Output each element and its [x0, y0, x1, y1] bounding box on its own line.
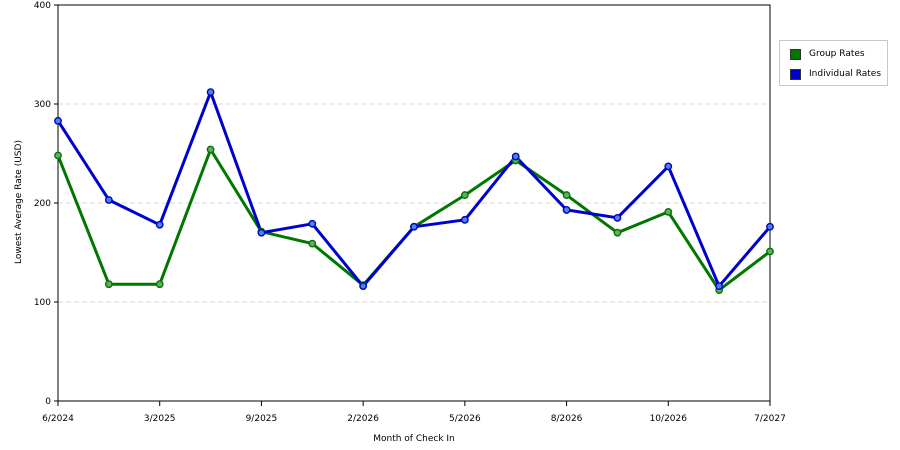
data-point-individual-rates — [104, 196, 113, 204]
data-point-individual-rates — [715, 282, 724, 291]
legend-swatch-group-rates — [790, 48, 801, 60]
data-point-group-rates — [54, 151, 62, 160]
data-point-group-rates — [155, 280, 164, 289]
y-axis-ticks: 0 100 200 300 400 — [34, 1, 58, 407]
data-point-individual-rates — [257, 228, 266, 237]
data-point-individual-rates — [410, 222, 418, 231]
x-tick-label: 7/2027 — [754, 414, 786, 424]
data-point-individual-rates — [54, 116, 62, 125]
series-layer — [54, 88, 774, 295]
data-point-group-rates — [766, 247, 774, 256]
chart-legend: Group Rates Individual Rates — [779, 40, 888, 86]
data-point-individual-rates — [206, 88, 215, 97]
legend-item-group-rates: Group Rates — [790, 48, 865, 60]
x-axis-ticks: 6/2024 3/2025 9/2025 2/2026 5/2026 8/2026 10/2… — [42, 401, 786, 424]
data-point-individual-rates — [613, 213, 622, 222]
y-tick-label: 100 — [34, 298, 51, 308]
x-tick-label: 10/2026 — [650, 414, 688, 424]
x-tick-label: 6/2024 — [42, 414, 74, 424]
grid-lines — [58, 103, 770, 303]
data-point-individual-rates — [155, 220, 164, 229]
data-point-group-rates — [460, 191, 469, 199]
data-point-individual-rates — [766, 222, 774, 231]
data-point-individual-rates — [460, 215, 469, 224]
data-point-group-rates — [664, 208, 673, 216]
data-point-individual-rates — [359, 282, 368, 291]
x-tick-label: 8/2026 — [551, 414, 583, 424]
data-point-group-rates — [562, 191, 571, 199]
x-tick-label: 5/2026 — [449, 414, 481, 424]
x-tick-label: 2/2026 — [347, 414, 379, 424]
y-tick-label: 300 — [34, 100, 51, 110]
legend-label-group-rates: Group Rates — [809, 49, 865, 59]
data-point-group-rates — [206, 145, 215, 154]
y-axis-title: Lowest Average Rate (USD) — [14, 140, 24, 264]
data-point-individual-rates — [562, 206, 571, 214]
data-point-group-rates — [613, 228, 622, 237]
legend-swatch-individual-rates — [790, 68, 801, 80]
y-tick-label: 200 — [34, 199, 51, 209]
series-line-individual-rates — [56, 90, 772, 288]
x-tick-label: 9/2025 — [246, 414, 278, 424]
legend-label-individual-rates: Individual Rates — [809, 69, 882, 79]
data-point-group-rates — [104, 280, 113, 289]
x-tick-label: 3/2025 — [144, 414, 176, 424]
data-point-individual-rates — [511, 152, 520, 161]
legend-item-individual-rates: Individual Rates — [790, 68, 881, 80]
data-point-group-rates — [308, 239, 317, 248]
y-tick-label: 0 — [45, 397, 51, 407]
x-axis-title: Month of Check In — [373, 434, 455, 444]
data-point-individual-rates — [664, 162, 673, 171]
data-point-individual-rates — [308, 219, 317, 228]
y-tick-label: 400 — [34, 1, 51, 11]
